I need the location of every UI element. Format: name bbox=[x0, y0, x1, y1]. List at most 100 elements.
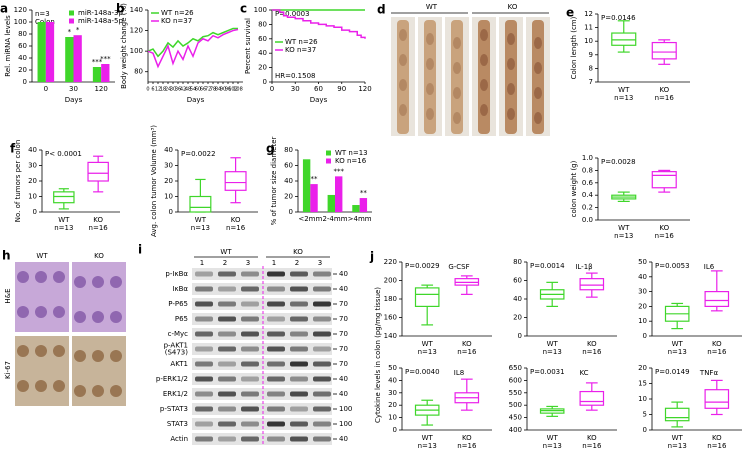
y-tick-label: 8 bbox=[589, 64, 593, 72]
group-label: WT bbox=[58, 216, 70, 224]
blot-band bbox=[218, 391, 236, 397]
mw-label: 70 bbox=[339, 330, 348, 338]
group-label: KO bbox=[231, 216, 241, 224]
blot-band bbox=[290, 331, 308, 337]
group-n: n=16 bbox=[655, 232, 675, 240]
legend-label: WT n=26 bbox=[285, 38, 318, 46]
x-tick-label: 120 bbox=[94, 85, 107, 93]
bar bbox=[302, 159, 311, 212]
row-label: IκBα bbox=[172, 285, 188, 293]
tissue-detail bbox=[453, 87, 461, 99]
group-n: n=16 bbox=[655, 94, 675, 102]
micrograph-detail bbox=[17, 345, 29, 357]
group-n: n=16 bbox=[707, 348, 727, 356]
row-label: Ki-67 bbox=[4, 361, 12, 379]
panel-letter: h bbox=[2, 249, 11, 263]
blot-strip bbox=[192, 388, 332, 400]
colon-tissue bbox=[451, 20, 463, 134]
x-tick-label: 2-4mm bbox=[322, 215, 347, 223]
tissue-detail bbox=[480, 79, 488, 91]
chart-title: KC bbox=[579, 369, 588, 377]
legend-label: WT n=26 bbox=[161, 9, 194, 17]
significance: * bbox=[76, 26, 80, 34]
group-n: n=16 bbox=[89, 224, 109, 232]
blot-band bbox=[195, 421, 213, 427]
micrograph-detail bbox=[35, 345, 47, 357]
y-tick-label: 0 bbox=[643, 426, 647, 434]
row-label: H&E bbox=[4, 288, 12, 303]
box bbox=[664, 407, 690, 422]
row-label: c-Myc bbox=[168, 330, 189, 338]
y-tick-label: 500 bbox=[509, 401, 522, 409]
blot-band bbox=[267, 301, 285, 307]
blot-band bbox=[241, 376, 259, 382]
blot-band bbox=[241, 406, 259, 412]
line-series bbox=[147, 28, 239, 69]
tissue-detail bbox=[399, 54, 407, 66]
x-tick-label: 72 bbox=[205, 87, 211, 93]
micrograph-detail bbox=[53, 345, 65, 357]
panel-letter: d bbox=[377, 3, 386, 17]
y-axis-label: Avg. colon tumor Volume (mm³) bbox=[150, 125, 158, 237]
group-label: KO bbox=[93, 216, 103, 224]
group-label: KO bbox=[712, 340, 722, 348]
blot-strip bbox=[192, 283, 332, 295]
blot-band bbox=[290, 286, 308, 292]
box bbox=[611, 32, 637, 46]
box bbox=[53, 191, 75, 204]
line-series bbox=[147, 27, 238, 58]
y-tick-label: 9 bbox=[589, 51, 593, 59]
group-n: n=13 bbox=[614, 232, 633, 240]
blot-band bbox=[218, 346, 236, 352]
micrograph-detail bbox=[110, 350, 122, 362]
blot-strip bbox=[192, 403, 332, 415]
y-axis-label: Percent survival bbox=[244, 18, 252, 74]
x-tick-label: 78 bbox=[210, 87, 216, 93]
note: P< 0.0001 bbox=[45, 150, 82, 158]
y-tick-label: 20 bbox=[164, 177, 173, 185]
x-tick-label: 42 bbox=[180, 87, 186, 93]
group-label: KO bbox=[659, 224, 669, 232]
group-n: n=16 bbox=[707, 442, 727, 450]
micrograph-detail bbox=[53, 271, 65, 283]
tissue-detail bbox=[399, 29, 407, 41]
micrograph-detail bbox=[92, 311, 104, 323]
y-tick-label: 550 bbox=[509, 389, 522, 397]
mw-label: 40 bbox=[339, 375, 348, 383]
blot-band bbox=[267, 421, 285, 427]
panel-letter: f bbox=[10, 142, 16, 156]
group-label: WT bbox=[618, 224, 630, 232]
y-tick-label: 40 bbox=[513, 295, 522, 303]
y-tick-label: 40 bbox=[388, 376, 397, 384]
tissue-detail bbox=[426, 108, 434, 120]
y-tick-label: 60 bbox=[258, 35, 267, 43]
significance: * bbox=[68, 28, 72, 36]
row-label: p-AKT1 bbox=[164, 342, 188, 350]
y-tick-label: 10 bbox=[638, 395, 647, 403]
bar bbox=[65, 37, 74, 82]
row-label: p-STAT3 bbox=[160, 405, 188, 413]
y-tick-label: 30 bbox=[638, 288, 647, 296]
mw-label: 40 bbox=[339, 390, 348, 398]
y-tick-label: 120 bbox=[130, 27, 143, 35]
bar bbox=[101, 64, 110, 82]
micrograph-detail bbox=[17, 306, 29, 318]
group-n: n=13 bbox=[668, 348, 687, 356]
blot-band bbox=[241, 346, 259, 352]
blot-strip bbox=[192, 433, 332, 445]
row-label: p-IκBα bbox=[165, 270, 188, 278]
group-n: n=16 bbox=[582, 442, 602, 450]
legend-swatch bbox=[326, 150, 331, 156]
tissue-detail bbox=[426, 58, 434, 70]
blot-band bbox=[218, 361, 236, 367]
blot-band bbox=[313, 421, 331, 427]
box bbox=[414, 287, 440, 307]
x-tick-label: 54 bbox=[190, 87, 196, 93]
tissue-detail bbox=[507, 58, 515, 70]
y-tick-label: 0.2 bbox=[582, 204, 593, 212]
blot-band bbox=[290, 301, 308, 307]
blot-band bbox=[313, 346, 331, 352]
blot-band bbox=[313, 331, 331, 337]
y-tick-label: 60 bbox=[18, 42, 27, 50]
